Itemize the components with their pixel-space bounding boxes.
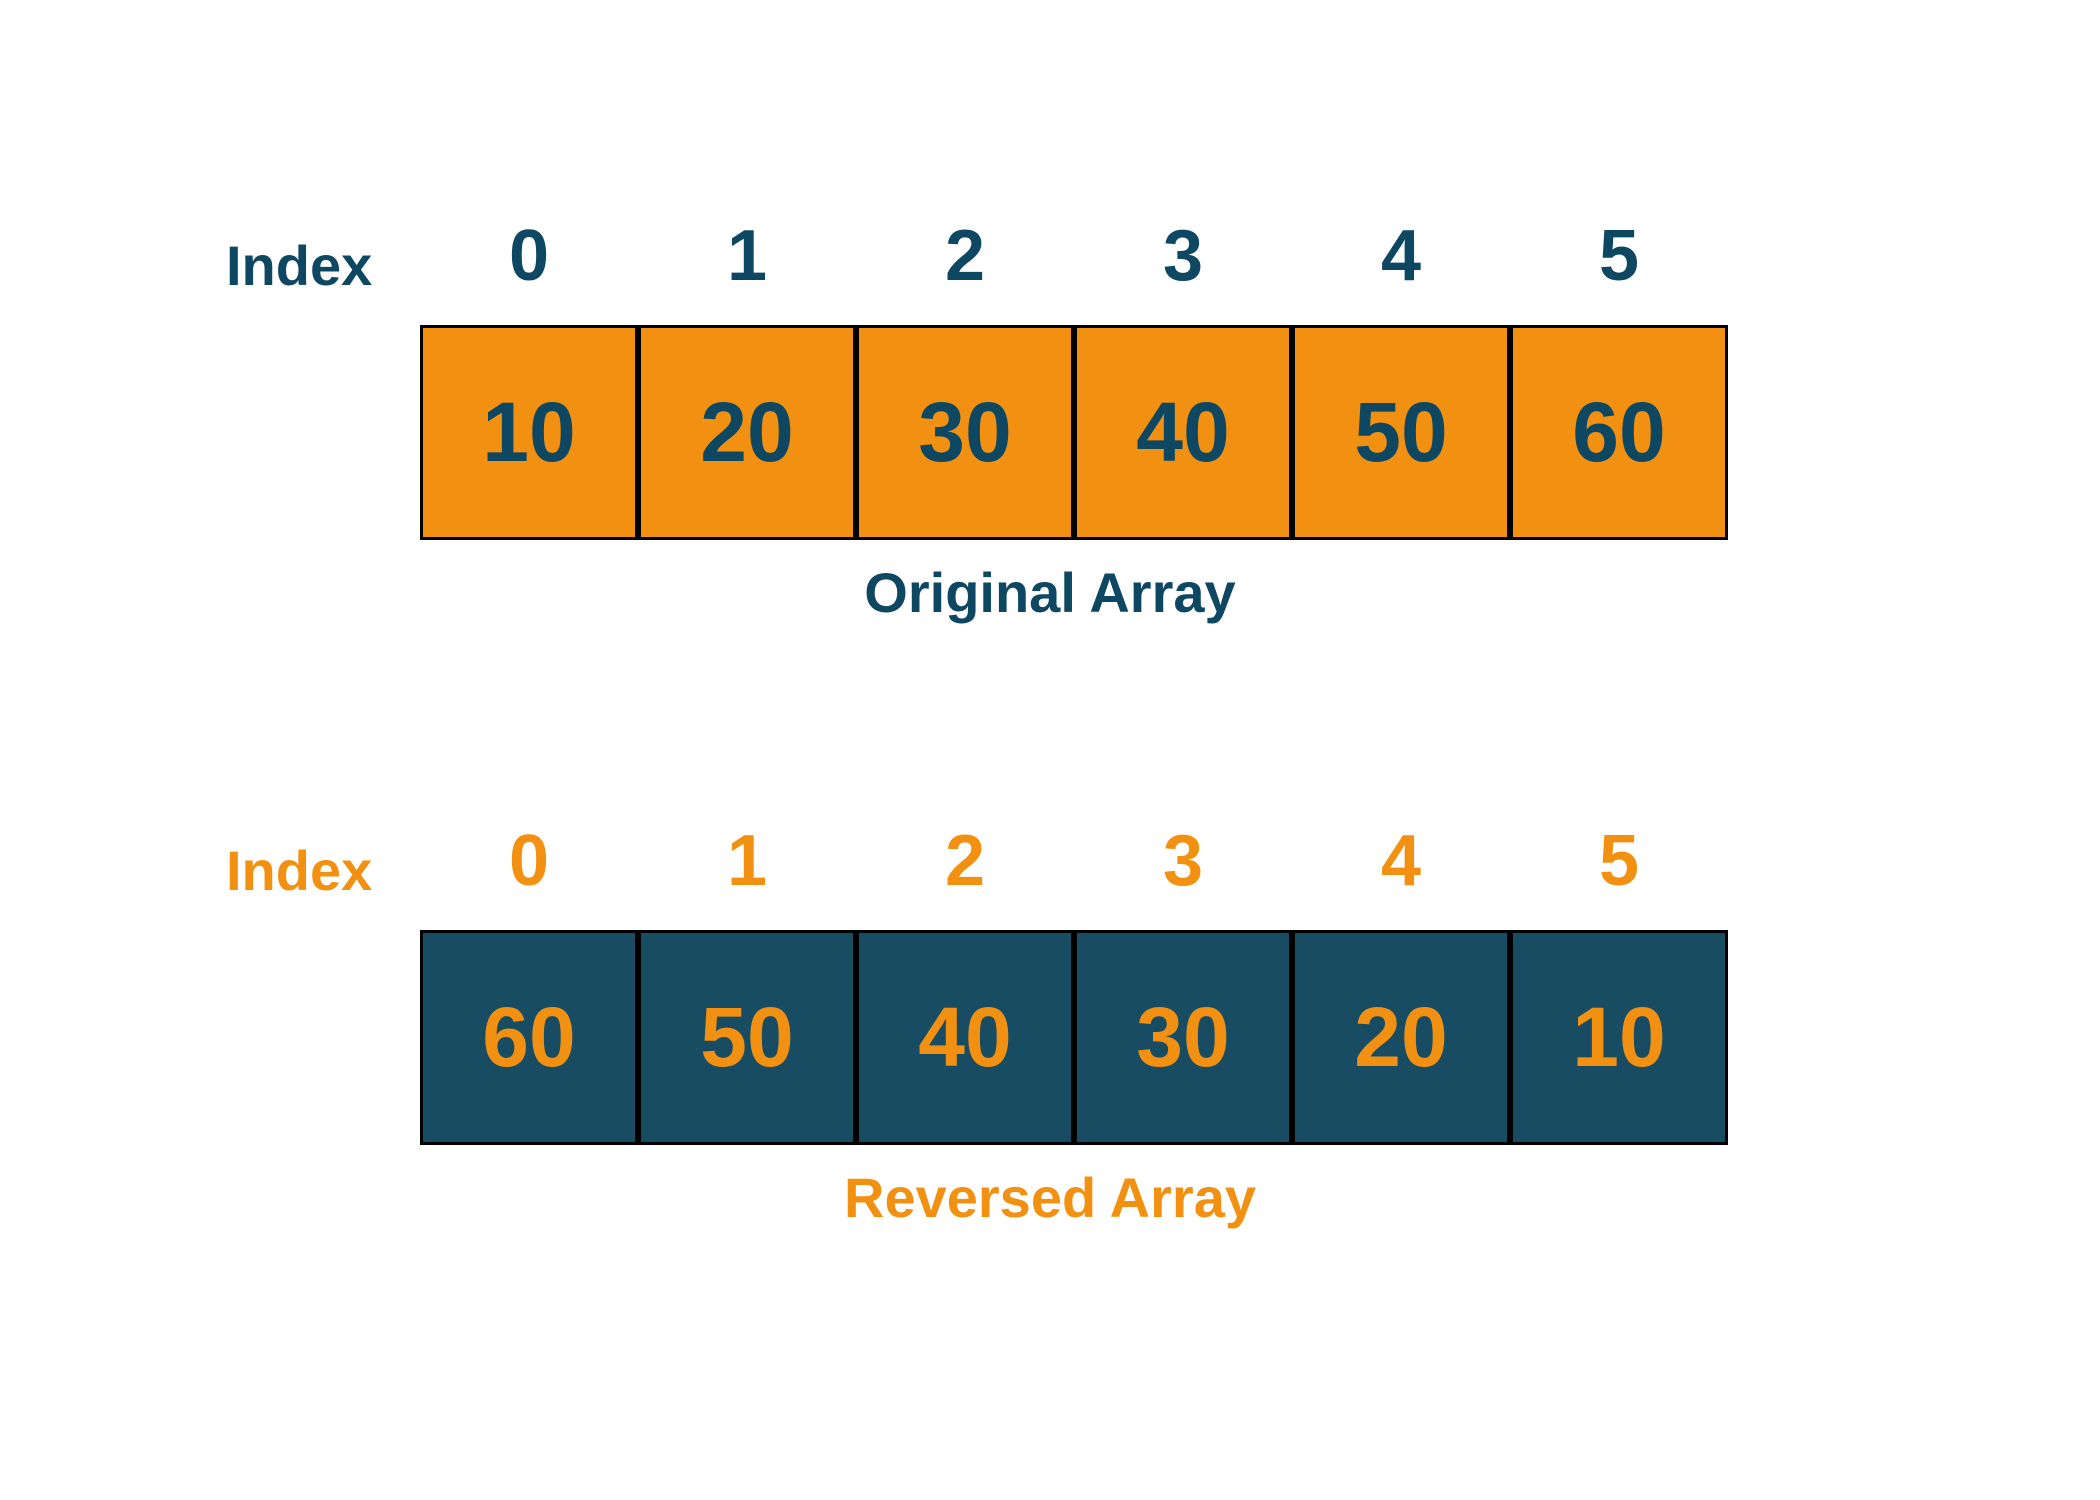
reversed-index-5: 5	[1510, 820, 1728, 902]
original-index-row: Index 0 1 2 3 4 5	[0, 215, 2100, 325]
reversed-cell-4: 20	[1292, 930, 1510, 1145]
reversed-index-label: Index	[226, 838, 372, 903]
original-cell-0: 10	[420, 325, 638, 540]
reversed-index-2: 2	[856, 820, 1074, 902]
original-cell-5: 60	[1510, 325, 1728, 540]
reversed-cell-5: 10	[1510, 930, 1728, 1145]
reversed-caption: Reversed Array	[0, 1165, 2100, 1230]
reversed-cell-1: 50	[638, 930, 856, 1145]
original-cell-1: 20	[638, 325, 856, 540]
reversed-cell-3: 30	[1074, 930, 1292, 1145]
original-index-label: Index	[226, 233, 372, 298]
original-index-1: 1	[638, 215, 856, 297]
original-cell-2: 30	[856, 325, 1074, 540]
reversed-cell-2: 40	[856, 930, 1074, 1145]
original-index-3: 3	[1074, 215, 1292, 297]
original-index-0: 0	[420, 215, 638, 297]
original-cell-3: 40	[1074, 325, 1292, 540]
reversed-array-section: Index 0 1 2 3 4 5 60 50 40 30 20 10	[0, 820, 2100, 1145]
reversed-index-3: 3	[1074, 820, 1292, 902]
original-index-2: 2	[856, 215, 1074, 297]
original-cells-row: 10 20 30 40 50 60	[0, 325, 2100, 540]
original-index-5: 5	[1510, 215, 1728, 297]
original-cell-4: 50	[1292, 325, 1510, 540]
original-array-section: Index 0 1 2 3 4 5 10 20 30 40 50 60	[0, 215, 2100, 540]
reversed-cell-0: 60	[420, 930, 638, 1145]
reversed-cells-row: 60 50 40 30 20 10	[0, 930, 2100, 1145]
original-caption: Original Array	[0, 560, 2100, 625]
array-reverse-diagram: Index 0 1 2 3 4 5 10 20 30 40 50 60 Orig…	[0, 0, 2100, 1500]
reversed-index-0: 0	[420, 820, 638, 902]
reversed-index-4: 4	[1292, 820, 1510, 902]
original-index-4: 4	[1292, 215, 1510, 297]
reversed-index-row: Index 0 1 2 3 4 5	[0, 820, 2100, 930]
reversed-index-1: 1	[638, 820, 856, 902]
